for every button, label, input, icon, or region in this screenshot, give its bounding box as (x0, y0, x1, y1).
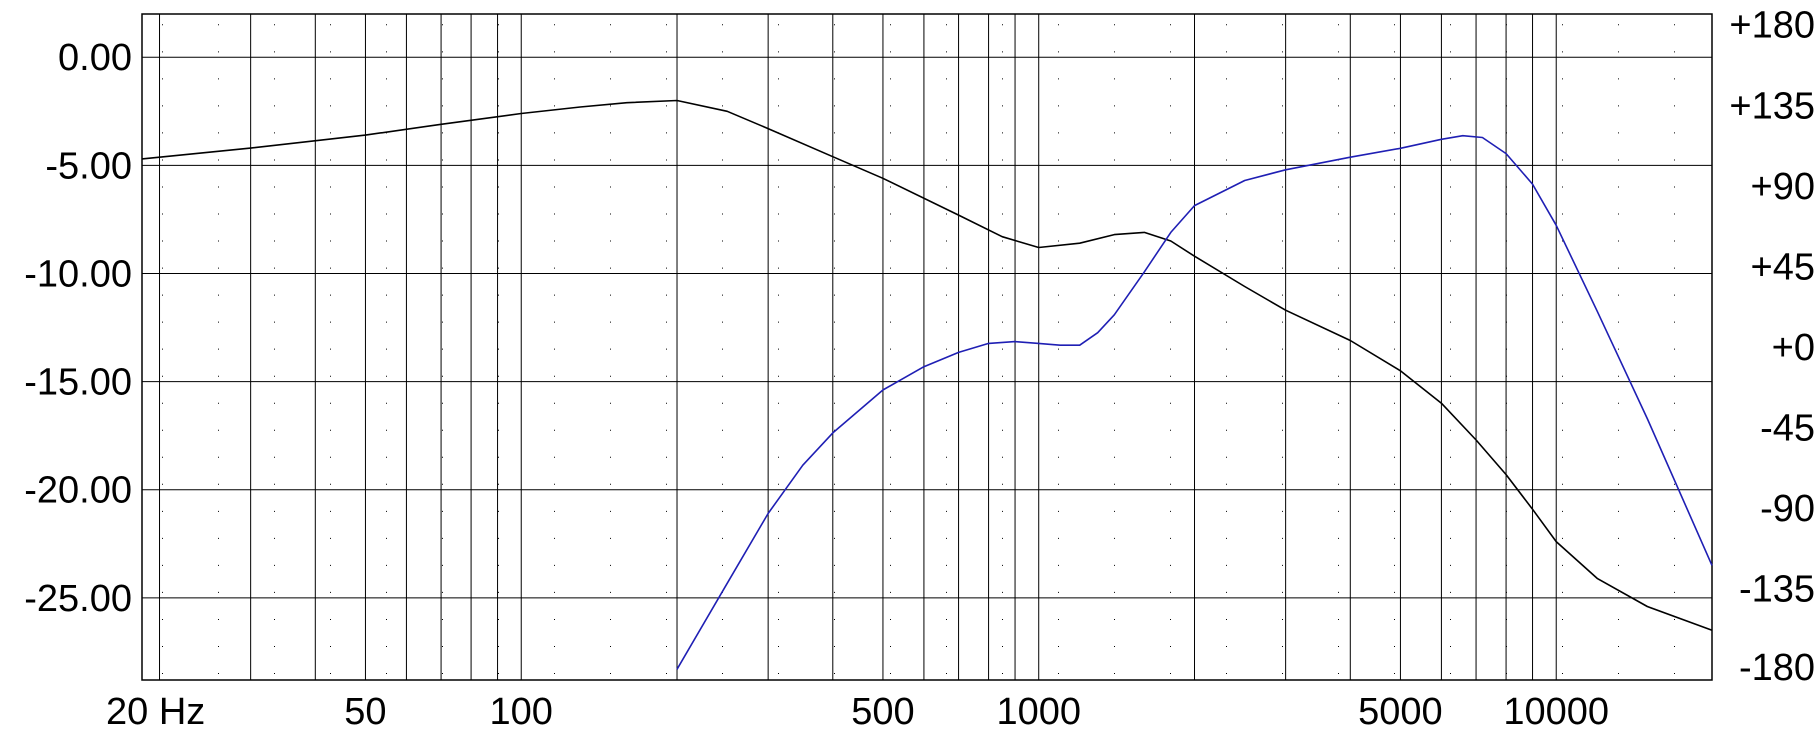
y2-tick-label: +180 (1729, 5, 1815, 47)
y-tick-label: -15.00 (24, 362, 132, 404)
right-axis-tick-labels: +180 +135 +90 +45 +0 -45 -90 -135 -180 (1729, 5, 1815, 689)
x-axis-tick-labels: 20 Hz 50 100 500 1000 5000 10000 (106, 691, 1609, 733)
x-tick-label: 50 (344, 691, 386, 733)
y-tick-label: -10.00 (24, 253, 132, 295)
y-tick-label: -20.00 (24, 470, 132, 512)
x-tick-label: 1000 (996, 691, 1081, 733)
magnitude-series-line (141, 99, 1713, 632)
x-tick-label: 10000 (1503, 691, 1609, 733)
y2-tick-label: +0 (1772, 327, 1815, 369)
y2-tick-label: +90 (1751, 166, 1815, 208)
y-tick-label: 0.00 (58, 37, 132, 79)
y2-tick-label: +45 (1751, 246, 1815, 288)
series-lines (141, 99, 1713, 670)
x-tick-label: 20 Hz (106, 691, 205, 733)
y2-tick-label: -90 (1760, 488, 1815, 530)
y2-tick-label: +135 (1729, 85, 1815, 127)
x-tick-label: 100 (490, 691, 553, 733)
grid (142, 14, 1713, 680)
plot-frame (141, 13, 1713, 681)
y2-tick-label: -45 (1760, 408, 1815, 450)
y-tick-label: -5.00 (45, 145, 132, 187)
x-tick-label: 500 (851, 691, 914, 733)
x-tick-label: 5000 (1358, 691, 1443, 733)
y-tick-label: -25.00 (24, 578, 132, 620)
y2-tick-label: -135 (1739, 569, 1815, 611)
plot-border (141, 13, 1713, 681)
left-axis-tick-labels: 0.00 -5.00 -10.00 -15.00 -20.00 -25.00 (24, 37, 132, 620)
y2-tick-label: -180 (1739, 647, 1815, 689)
phase-series-line (676, 134, 1713, 670)
